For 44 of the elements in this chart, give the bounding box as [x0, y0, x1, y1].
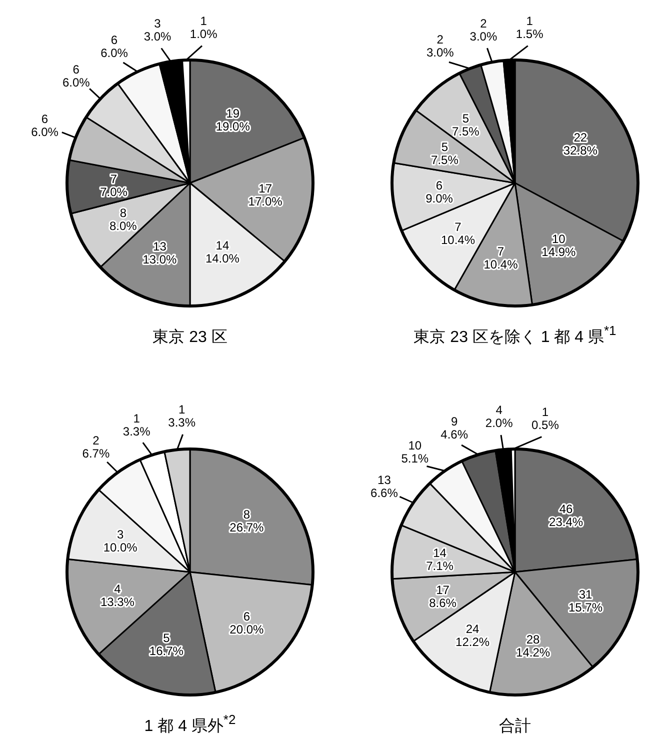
data-label: 14 14.0% — [205, 238, 240, 266]
data-label: 4 2.0% — [485, 403, 514, 430]
text: 東京 23 区を除く 1 都 4 県$^{*1}$ — [414, 322, 616, 346]
data-label: 7 10.4% — [440, 220, 476, 248]
data-label: 2 3.0% — [426, 32, 454, 60]
data-label: 6 20.0% — [230, 610, 264, 637]
data-label: 8 26.7% — [230, 507, 264, 534]
data-label: 10 5.1% — [401, 438, 429, 466]
data-label: 13 6.6% — [370, 473, 398, 500]
data-label: 13 13.0% — [142, 239, 178, 266]
text: 1 都 4 県外$^{*2}$ — [144, 712, 236, 735]
data-label: 10 14.9% — [542, 232, 576, 260]
data-label: 31 15.7% — [568, 588, 603, 615]
data-label: 8 8.0% — [109, 206, 138, 234]
data-label: 1 3.3% — [122, 412, 151, 439]
data-label: 5 7.5% — [452, 111, 480, 138]
data-label: 7 7.0% — [100, 172, 128, 199]
data-label: 28 14.2% — [516, 632, 550, 660]
data-label: 24 12.2% — [456, 622, 490, 649]
data-label: 4 13.3% — [100, 582, 135, 610]
data-label: 46 23.4% — [549, 502, 584, 529]
data-label: 2 6.7% — [82, 434, 110, 461]
data-label: 1 1.5% — [516, 14, 544, 41]
text: 東京 23 区 — [152, 328, 228, 346]
text: 合計 — [499, 717, 531, 735]
data-label: 6 6.0% — [100, 32, 128, 60]
data-label: 17 8.6% — [429, 582, 457, 610]
data-label: 5 7.5% — [431, 140, 459, 167]
data-label: 6 6.0% — [31, 112, 59, 139]
data-label: 14 7.1% — [426, 546, 454, 573]
data-label: 1 1.0% — [190, 14, 218, 41]
data-label: 2 3.0% — [470, 16, 498, 44]
data-label: 19 19.0% — [216, 106, 250, 134]
data-label: 1 0.5% — [532, 405, 560, 432]
data-label: 3 3.0% — [144, 16, 172, 44]
data-label: 22 32.8% — [563, 130, 598, 158]
data-label: 1 3.3% — [168, 402, 196, 430]
data-label: 7 10.4% — [484, 244, 518, 272]
data-label: 17 17.0% — [248, 181, 283, 208]
data-label: 3 10.0% — [103, 527, 138, 554]
data-label: 6 6.0% — [62, 62, 90, 90]
data-label: 5 16.7% — [149, 631, 184, 658]
data-label: 6 9.0% — [426, 178, 454, 206]
data-label: 9 4.6% — [440, 414, 468, 442]
